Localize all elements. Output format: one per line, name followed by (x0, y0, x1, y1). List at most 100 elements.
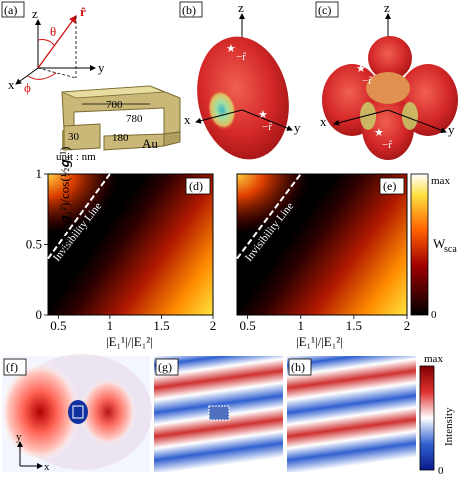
b-dimple (207, 90, 237, 130)
colorbar-bottom: max 0 Intensity (419, 353, 455, 477)
panel-g-tag: (g) (158, 360, 172, 374)
c-star1-label: −r̂ (362, 75, 373, 87)
phi-arc (27, 72, 57, 80)
panel-d-tag-box (185, 177, 211, 195)
panel-b-tag: (b) (182, 3, 196, 17)
d-ylabel: cos(½𝒈₁²)/cos(½𝒈₁¹) (57, 147, 72, 255)
d-yticks: 00.51 (26, 166, 48, 322)
panel-d-tag: (d) (189, 179, 203, 193)
colorbar-bottom-min: 0 (438, 465, 444, 477)
colorbar-bottom-label: Intensity (443, 407, 455, 446)
colorbar-top-bar (410, 173, 429, 316)
c-x-axis (333, 109, 389, 126)
f-x-label: x (44, 461, 50, 473)
g-ring-outline (208, 405, 230, 421)
d-ytick-label: 0 (36, 307, 43, 322)
a-x-axis (15, 67, 39, 85)
d-xticks: 0.5 1 1.5 2 (50, 315, 216, 333)
panel-e-tag-box (379, 177, 405, 195)
b-scattering-shape (197, 36, 289, 160)
panel-d: Invisibility Line (d) 0.5 1 1.5 2 00.51 cos… (26, 147, 217, 349)
r-hat-label: r̂ (80, 4, 86, 19)
panel-g-tag-box (155, 358, 179, 376)
unit-label: unit : nm (56, 151, 96, 163)
colorbar-bottom-max: max (424, 353, 443, 365)
a-y-label: y (98, 60, 105, 75)
b-star1-label: −r̂ (236, 51, 247, 63)
b-star1: ★ (226, 43, 236, 55)
panel-c-tag: (c) (318, 3, 331, 17)
panel-c-tag-box (315, 1, 339, 18)
d-xtick-label: 0.5 (50, 318, 66, 333)
panel-f-tag-box (3, 358, 27, 376)
d-ytick-label: 1 (36, 166, 43, 181)
panel-e-tag: (e) (383, 179, 396, 193)
e-xtick-label: 1 (298, 318, 305, 333)
c-star2-label: −r̂ (382, 139, 393, 151)
panel-f: (f) y x (0, 354, 152, 473)
b-star2: ★ (258, 109, 268, 121)
c-x-label: x (320, 114, 327, 129)
dim-700: 700 (106, 99, 123, 111)
d-xtick-label: 1 (107, 318, 114, 333)
e-xtick-label: 2 (404, 318, 411, 333)
material-label: Au (142, 136, 158, 151)
c-star2: ★ (374, 127, 384, 139)
e-xticks: 0.5 1 1.5 2 (240, 315, 411, 333)
e-xtick-label: 0.5 (240, 318, 256, 333)
colorbar-top-min: 0 (431, 309, 437, 321)
e-heatmap-hotspot (237, 174, 407, 315)
r-vector (37, 14, 77, 69)
d-heatmap-hotspot (48, 174, 213, 315)
dim-30: 30 (68, 131, 80, 143)
panel-a-tag: (a) (4, 3, 17, 17)
a-z-label: z (32, 6, 38, 21)
panel-b: (b) z x y ★ −r̂ ★ −r̂ (179, 0, 301, 160)
colorbar-top-label-sub: sca (444, 244, 457, 255)
theta-arc (37, 39, 55, 46)
f-center (68, 400, 88, 424)
f-ring-outline (72, 405, 84, 419)
e-xlabel: |E₁¹|/|E₁²| (296, 334, 343, 349)
panel-h-tag: (h) (291, 360, 305, 374)
f-left-lobe (0, 362, 80, 462)
d-xlabel: |E₁¹|/|E₁²| (106, 334, 153, 349)
colorbar-top-max: max (431, 175, 450, 187)
panel-f-tag: (f) (6, 360, 18, 374)
panel-h-tag-box (288, 358, 312, 376)
f-right-lobe (80, 378, 136, 446)
a-x-label: x (8, 77, 15, 92)
colorbar-bottom-bar (419, 365, 435, 471)
c-y-label: y (448, 122, 455, 137)
d-xtick-label: 2 (210, 318, 217, 333)
colorbar-top-label: W (433, 236, 446, 251)
panel-g: (g) (154, 356, 283, 472)
e-xtick-label: 1.5 (346, 318, 362, 333)
colorbar-top: max 0 W sca (410, 173, 457, 321)
b-x-label: x (184, 112, 191, 127)
dim-780: 780 (126, 113, 143, 125)
b-y-axis (241, 109, 293, 131)
panel-b-tag-box (179, 1, 203, 18)
d-ytick-label: 0.5 (26, 237, 42, 252)
panel-a: (a) z y x r̂ θ ϕ 700 780 30 180 Au unit (1, 1, 181, 163)
b-star2-label: −r̂ (262, 121, 273, 133)
split-ring-resonator (61, 85, 181, 151)
r-xy-projection (37, 67, 77, 79)
dim-180: 180 (112, 132, 129, 144)
d-xtick-label: 1.5 (153, 318, 169, 333)
panel-e: Invisibility Line (e) 0.5 1 1.5 2 |E₁¹|/|E₁… (236, 173, 411, 349)
c-y-axis (387, 109, 447, 134)
b-y-label: y (294, 120, 301, 135)
e-frame (236, 173, 408, 316)
c-z-label: z (384, 0, 390, 15)
theta-label: θ (50, 24, 56, 39)
f-y-label: y (16, 431, 22, 443)
c-star1: ★ (356, 63, 366, 75)
phi-label: ϕ (24, 80, 31, 95)
panel-c: (c) z x y ★ −r̂ ★ −r̂ (315, 0, 458, 160)
panel-h: (h) (287, 356, 416, 472)
b-z-label: z (238, 0, 244, 15)
c-scattering-shape (322, 36, 458, 160)
